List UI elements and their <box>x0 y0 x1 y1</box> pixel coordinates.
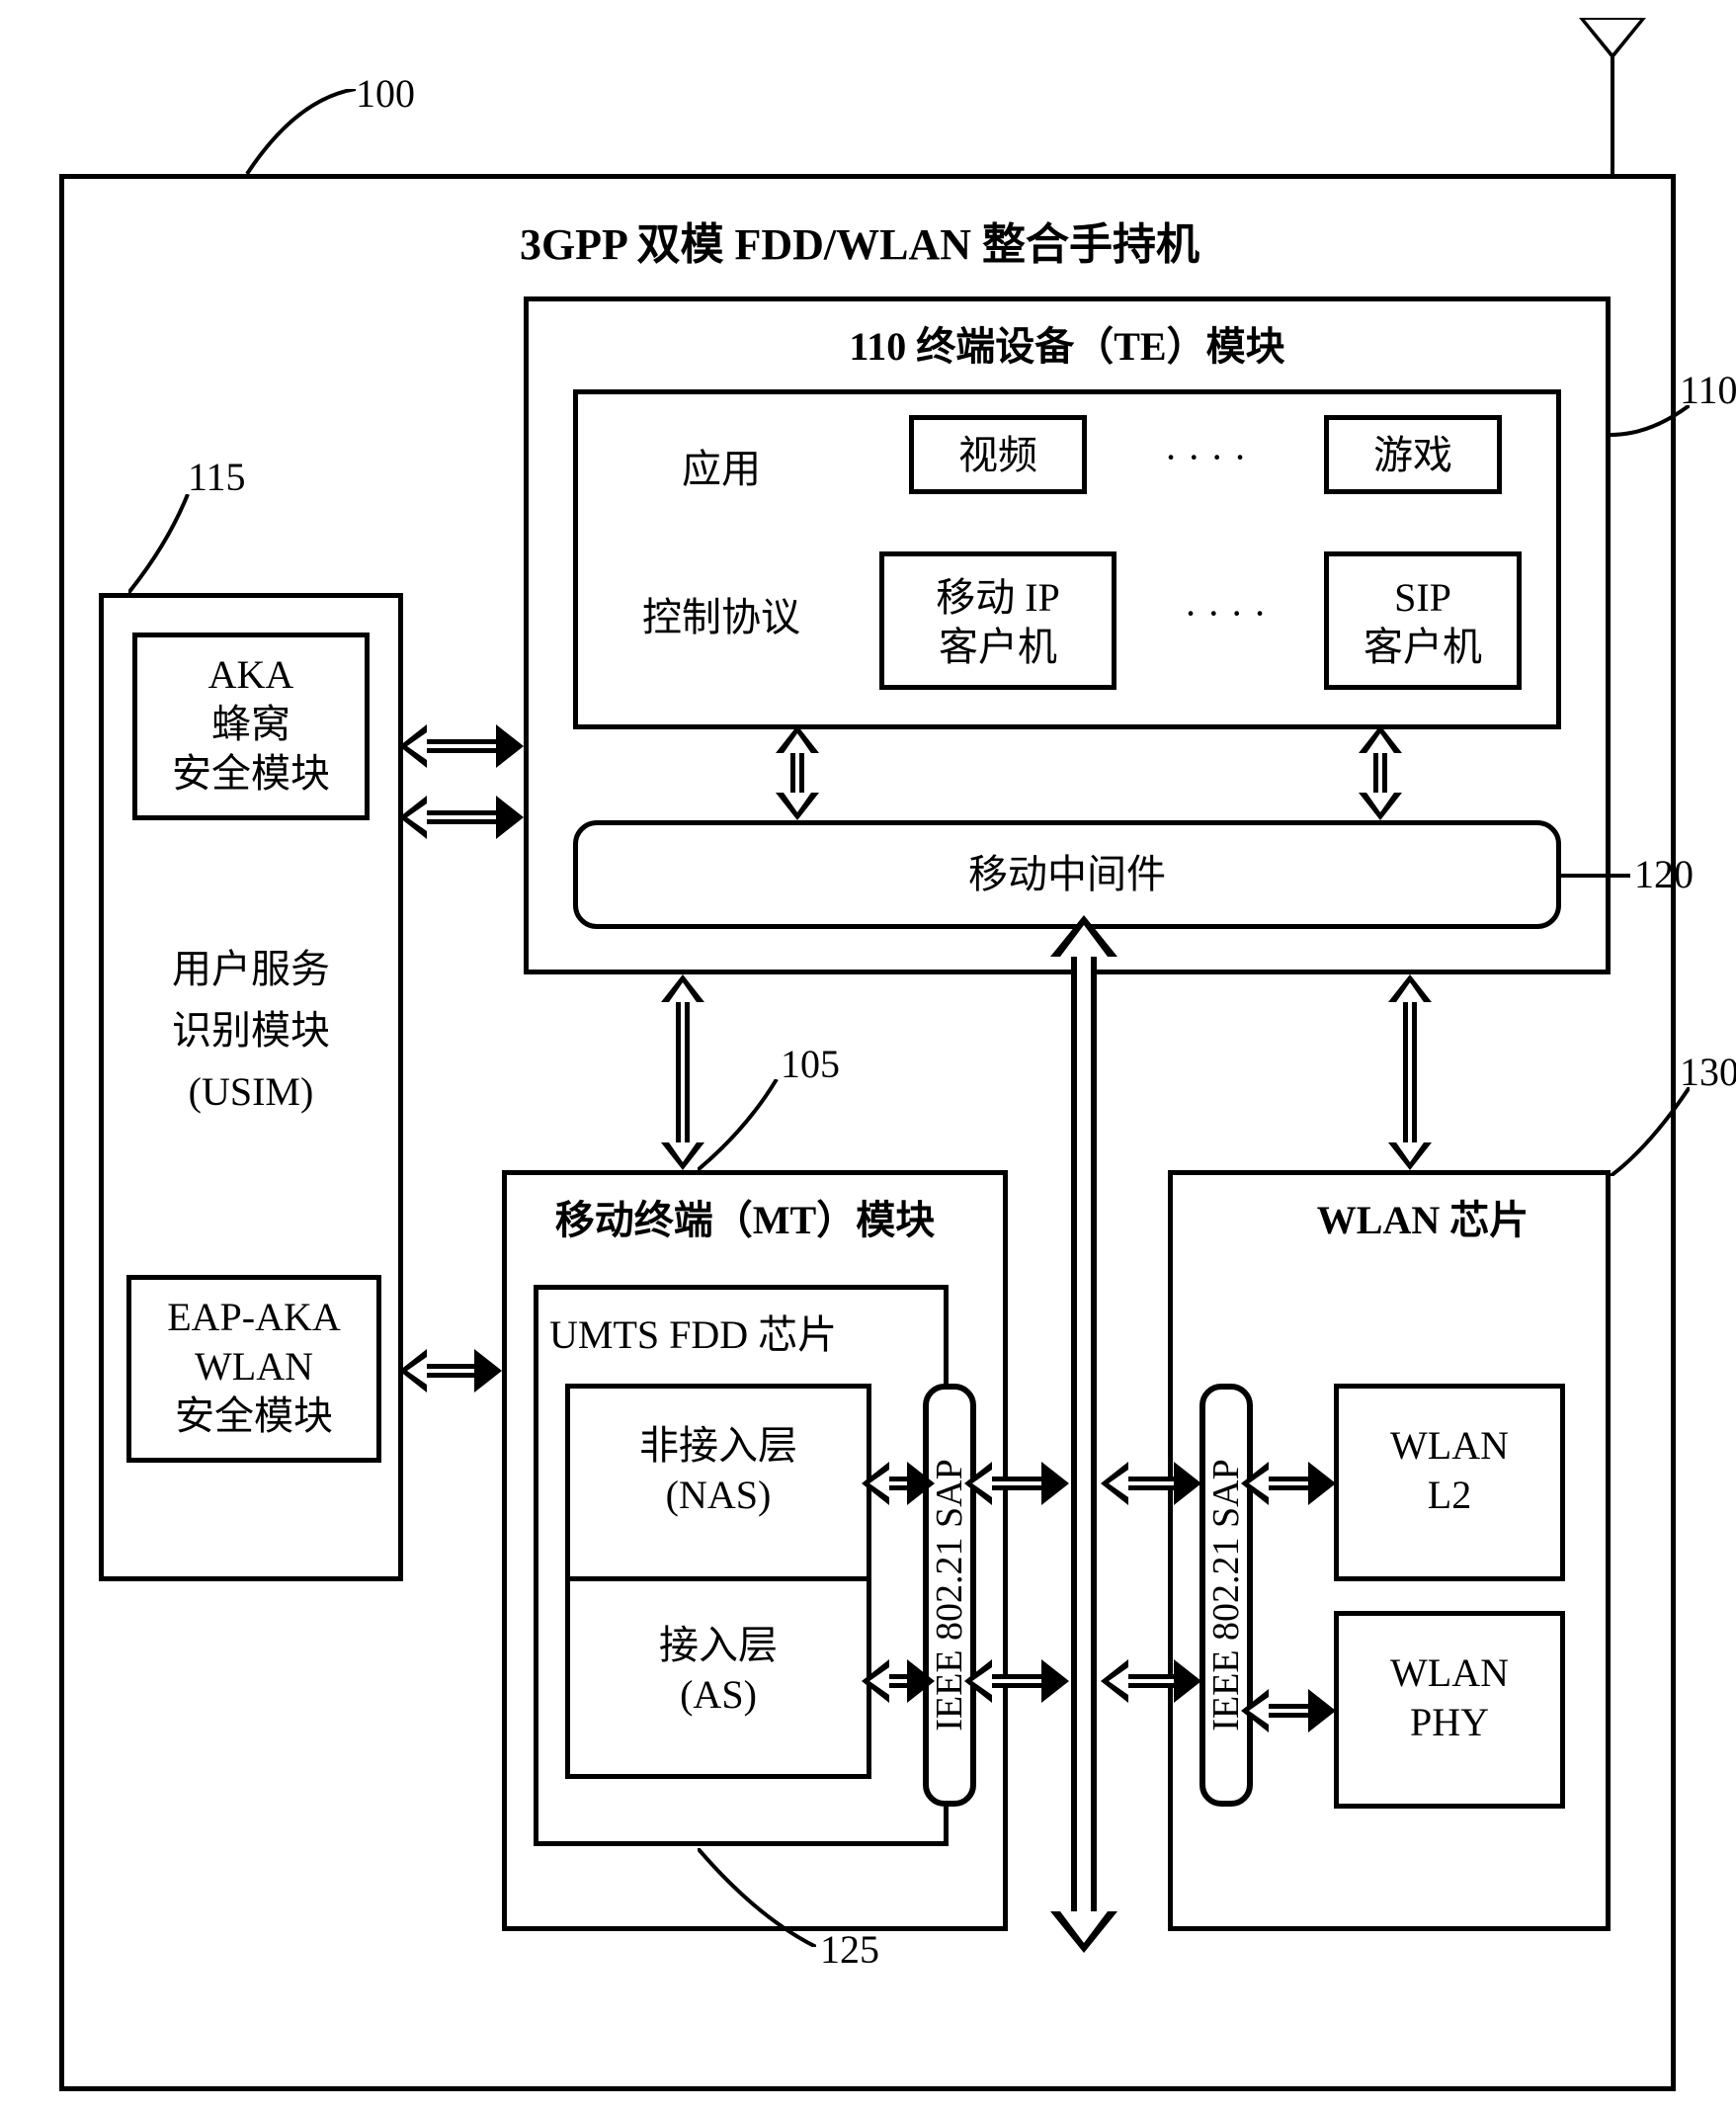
ctrl-label: 控制协议 <box>603 593 840 642</box>
callout-115: 115 <box>188 453 246 502</box>
te-title: 110 终端设备（TE）模块 <box>751 322 1383 372</box>
callout-110: 110 <box>1680 366 1736 415</box>
dots-2: · · · · <box>1146 589 1304 638</box>
arrow-nas-sap <box>887 1477 909 1490</box>
arrow-sap1-bus-2 <box>990 1674 1043 1688</box>
usim-label: 用户服务 识别模块 (USIM) <box>119 939 383 1123</box>
leader-130 <box>1611 1087 1690 1176</box>
callout-125: 125 <box>820 1925 879 1975</box>
eap-text: EAP-AKA WLAN 安全模块 <box>126 1293 381 1441</box>
arrow-bus-sap2-2 <box>1126 1674 1176 1688</box>
video-text: 视频 <box>909 431 1087 480</box>
sap-pill-mt: IEEE 802.21 SAP <box>923 1384 976 1807</box>
dots-1: · · · · <box>1116 433 1294 482</box>
callout-130: 130 <box>1680 1048 1736 1097</box>
sip-text: SIP 客户机 <box>1324 573 1522 672</box>
leader-120 <box>1561 874 1630 878</box>
wlan-l2-text: WLAN L2 <box>1334 1421 1565 1520</box>
arrow-as-sap <box>887 1674 909 1688</box>
antenna-icon <box>1579 18 1646 59</box>
arrow-center-big <box>1071 955 1097 1913</box>
mip-text: 移动 IP 客户机 <box>879 573 1116 672</box>
arrow-te-top-left <box>790 751 804 795</box>
umts-chip-text: UMTS FDD 芯片 <box>549 1310 905 1360</box>
apps-label: 应用 <box>632 445 810 494</box>
arrow-bus-sap2-1 <box>1126 1477 1176 1490</box>
arrow-sap1-bus-1 <box>990 1477 1043 1490</box>
sap-pill-wlan: IEEE 802.21 SAP <box>1199 1384 1253 1807</box>
arrow-sap2-l2 <box>1267 1477 1310 1490</box>
leader-100 <box>237 89 356 178</box>
arrow-usim-mt <box>425 1364 476 1378</box>
arrow-te-wlan <box>1403 1000 1417 1144</box>
arrow-sap2-phy <box>1267 1704 1310 1718</box>
arrow-te-top-right <box>1373 751 1387 795</box>
callout-100: 100 <box>356 69 415 119</box>
arrow-te-mt <box>676 1000 690 1144</box>
middleware-text: 移动中间件 <box>573 850 1561 899</box>
wlan-title: WLAN 芯片 <box>1284 1196 1561 1245</box>
mt-title: 移动终端（MT）模块 <box>518 1196 972 1245</box>
wlan-phy-text: WLAN PHY <box>1334 1648 1565 1747</box>
games-text: 游戏 <box>1324 431 1502 480</box>
arrow-usim-te-1 <box>425 739 498 753</box>
callout-105: 105 <box>781 1040 840 1089</box>
aka-text: AKA 蜂窝 安全模块 <box>132 650 370 799</box>
callout-120: 120 <box>1634 850 1694 899</box>
leader-125 <box>698 1848 816 1947</box>
leader-110 <box>1611 405 1690 445</box>
leader-115 <box>128 494 237 593</box>
nas-text: 非接入层 (NAS) <box>565 1421 871 1520</box>
arrow-usim-te-2 <box>425 810 498 824</box>
diagram-canvas: 3GPP 双模 FDD/WLAN 整合手持机 100 AKA 蜂窝 安全模块 用… <box>0 0 1736 2111</box>
title: 3GPP 双模 FDD/WLAN 整合手持机 <box>464 217 1255 272</box>
antenna-line <box>1611 55 1614 174</box>
leader-105 <box>698 1079 786 1170</box>
as-text: 接入层 (AS) <box>565 1621 871 1720</box>
